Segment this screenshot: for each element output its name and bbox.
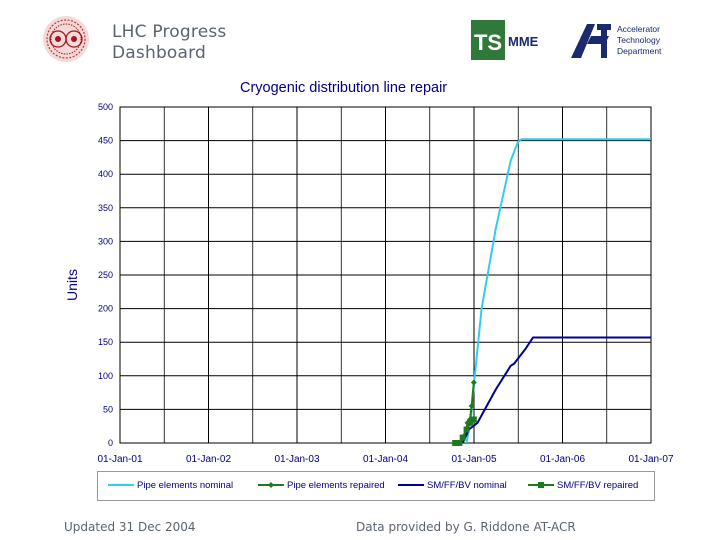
chart-title: Cryogenic distribution line repair (240, 80, 448, 96)
chart-series (452, 138, 651, 446)
chart-legend: Pipe elements nominal Pipe elements repa… (97, 471, 655, 501)
data-point-diamond (468, 403, 475, 410)
x-tick-label: 01-Jan-03 (274, 454, 319, 465)
y-tick-label: 250 (98, 270, 113, 280)
chart-ticks: 01-Jan-01 01-Jan-02 01-Jan-03 01-Jan-04 01-J… (97, 102, 673, 465)
x-tick-label: 01-Jan-07 (628, 454, 673, 465)
dashboard-title-line1: LHC Progress (112, 22, 227, 42)
department-line3: Department (617, 46, 662, 56)
y-tick-label: 100 (98, 371, 113, 381)
department-line1: Accelerator (617, 24, 660, 34)
data-source-note: Data provided by G. Riddone AT-ACR (356, 520, 576, 534)
updated-note: Updated 31 Dec 2004 (64, 520, 196, 534)
legend-swatch-pipe-nominal (108, 484, 134, 487)
data-point-square (456, 440, 463, 446)
data-point-square (459, 434, 466, 441)
data-point-square (470, 416, 477, 423)
dashboard-title-line2: Dashboard (112, 43, 207, 63)
legend-swatch-sm-repaired (528, 482, 554, 489)
y-tick-label: 150 (98, 337, 113, 347)
y-tick-label: 0 (108, 438, 113, 448)
y-tick-label: 350 (98, 203, 113, 213)
y-tick-label: 200 (98, 304, 113, 314)
data-point-square (452, 440, 459, 446)
legend-item-sm-nominal: SM/FF/BV nominal (398, 480, 507, 491)
department-name: Accelerator Technology Department (617, 24, 661, 57)
x-tick-label: 01-Jan-02 (186, 454, 231, 465)
y-tick-label: 300 (98, 236, 113, 246)
legend-swatch-sm-nominal (398, 484, 424, 487)
legend-item-sm-repaired: SM/FF/BV repaired (528, 480, 638, 491)
ts-logo-letters: TS (474, 30, 502, 55)
legend-item-pipe-nominal: Pipe elements nominal (108, 480, 233, 491)
x-tick-label: 01-Jan-05 (451, 454, 496, 465)
x-tick-label: 01-Jan-06 (540, 454, 585, 465)
legend-label: SM/FF/BV nominal (427, 480, 507, 491)
dashboard-header: LHC Progress Dashboard TS MME AT Acceler… (0, 0, 720, 75)
chart-grid (119, 106, 652, 444)
legend-label: Pipe elements repaired (287, 480, 385, 491)
dashboard-title: LHC Progress Dashboard (112, 22, 226, 64)
lhc-logo-icon (43, 16, 89, 62)
series-line-2 (461, 336, 651, 444)
x-tick-label: 01-Jan-01 (97, 454, 142, 465)
y-tick-label: 400 (98, 169, 113, 179)
x-tick-label: 01-Jan-04 (363, 454, 408, 465)
y-axis-label: Units (64, 269, 80, 301)
y-tick-label: 500 (98, 102, 113, 112)
y-tick-label: 50 (103, 404, 113, 414)
data-point-square (466, 419, 473, 426)
at-logo-icon: AT (571, 24, 611, 58)
y-tick-label: 450 (98, 136, 113, 146)
data-point-square (463, 426, 470, 433)
legend-label: SM/FF/BV repaired (557, 480, 639, 491)
legend-swatch-pipe-repaired (258, 482, 284, 489)
legend-item-pipe-repaired: Pipe elements repaired (258, 480, 385, 491)
line-chart: 01-Jan-01 01-Jan-02 01-Jan-03 01-Jan-04 01-J… (64, 102, 674, 465)
department-line2: Technology (617, 35, 661, 45)
data-point-diamond (470, 379, 477, 386)
ts-logo-suffix: MME (508, 34, 539, 49)
ts-logo-icon: TS (471, 20, 505, 60)
legend-label: Pipe elements nominal (137, 480, 234, 491)
